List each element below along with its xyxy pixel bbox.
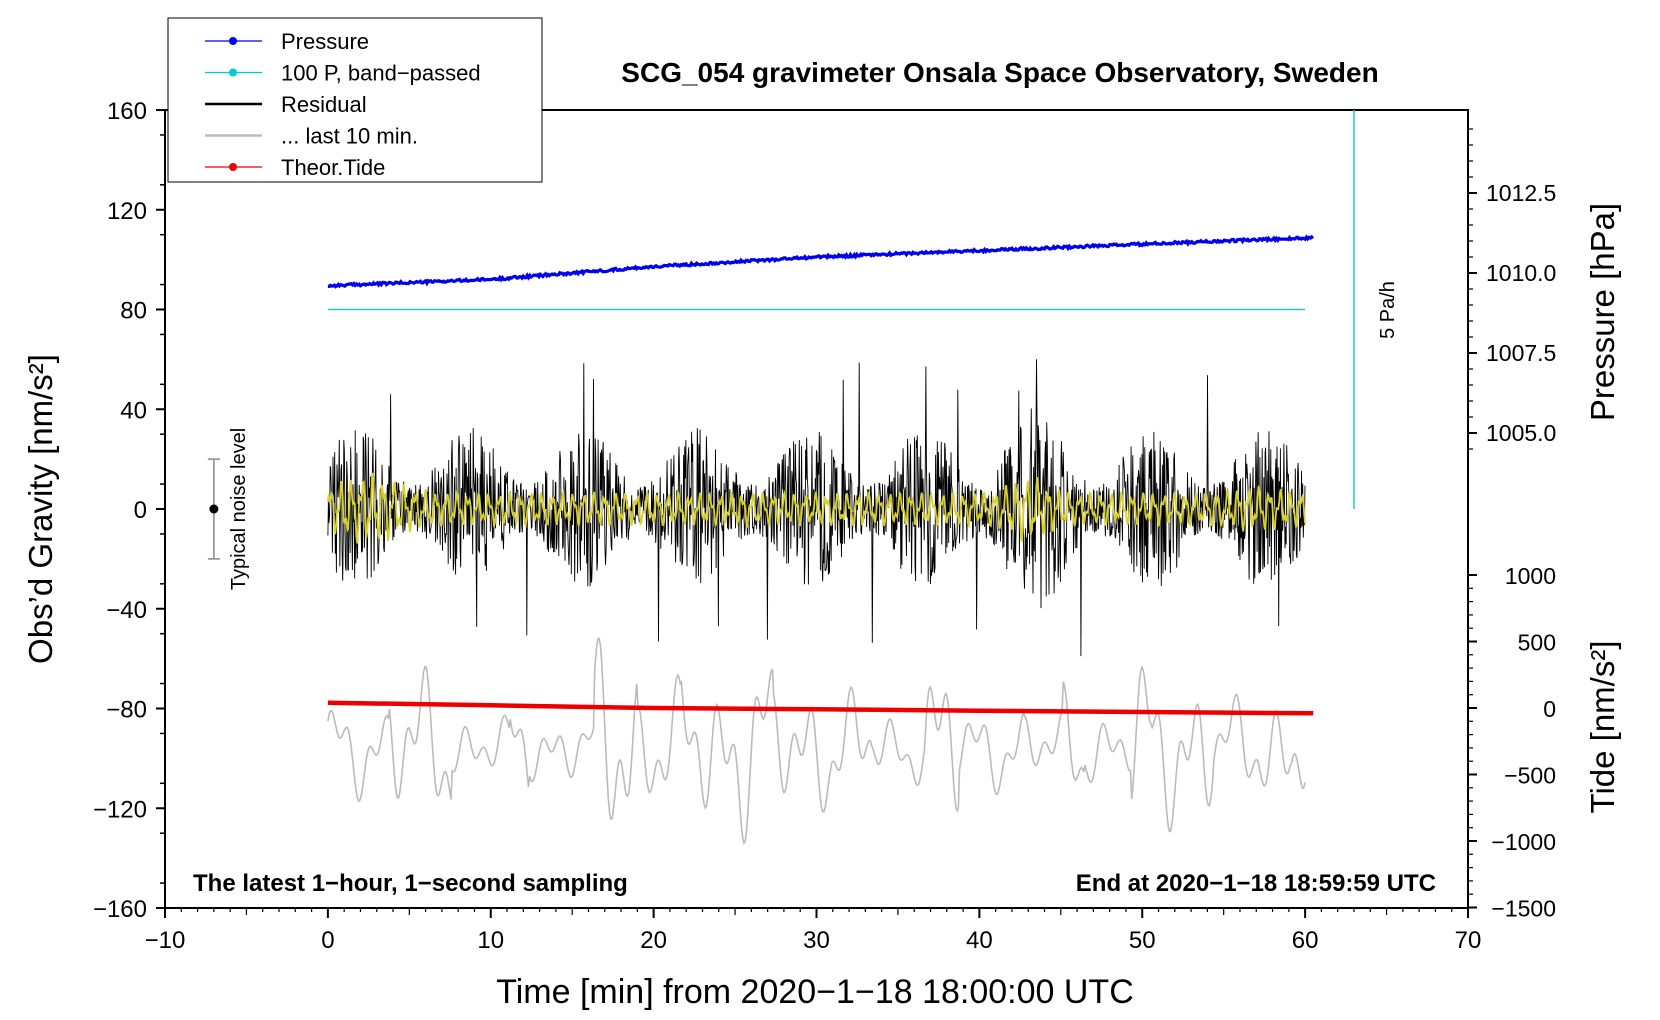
legend-label-100p-band-passed: 100 P, band−passed [281,61,481,86]
y-tick-label: 0 [134,497,147,524]
y-tick-label: −160 [93,896,147,923]
axes-layer: 160 120 80 40 0 −40 −80 −120 −160 −10 0 10 20 30 40 50 6… [22,57,1621,1011]
y-tick-label: −120 [93,796,147,823]
legend-label-theor-tide: Theor.Tide [281,155,385,180]
y-tick-label: 80 [120,298,147,325]
y-tick-label: 120 [107,198,147,225]
y-tick-label: 160 [107,98,147,125]
annotations-layer: Typical noise level 5 Pa/h The latest 1−ho… [193,110,1436,897]
legend-box [167,17,543,183]
x-tick-label: −10 [145,927,186,954]
tide-tick-label: −1500 [1491,896,1556,922]
legend: Pressure 100 P, band−passed Residual ... la… [167,17,543,183]
legend-label-pressure: Pressure [281,29,369,54]
tide-tick-label: 0 [1543,696,1556,722]
tide-tick-label: −500 [1504,763,1556,789]
y-axis-label-pressure: Pressure [hPa] [1584,203,1621,421]
y-tick-label: −40 [106,597,147,624]
tide-tick-label: 500 [1518,630,1556,656]
noise-level-label: Typical noise level [228,428,250,590]
legend-label-last-10-min: ... last 10 min. [281,124,418,149]
legend-label-residual: Residual [281,92,367,117]
pressure-tick-label: 1010.0 [1486,260,1556,286]
traces-layer [327,234,1315,846]
end-time-note: End at 2020−1−18 18:59:59 UTC [1076,870,1436,897]
legend-marker-100p-band-passed [229,68,237,77]
legend-marker-pressure [229,37,237,45]
pressure-tick-label: 1005.0 [1486,420,1556,446]
y-tick-label: 40 [120,397,147,424]
pressure-tick-label: 1012.5 [1486,180,1556,206]
chart-title: SCG_054 gravimeter Onsala Space Observat… [621,57,1378,88]
series-theor-tide-line [327,700,1314,716]
x-tick-label: 10 [477,927,504,954]
series-last-10-min-line [327,637,1306,846]
rate-label: 5 Pa/h [1377,281,1399,339]
pressure-tick-label: 1007.5 [1486,340,1556,366]
sampling-note: The latest 1−hour, 1−second sampling [193,870,628,897]
x-tick-label: 20 [640,927,667,954]
y-axis-label-tide: Tide [nm/s²] [1584,641,1621,814]
x-tick-label: 30 [803,927,830,954]
legend-marker-theor-tide [229,163,237,171]
noise-center-dot [209,504,219,514]
tide-tick-label: 1000 [1505,563,1556,589]
y-tick-label: −80 [106,697,147,724]
x-tick-label: 50 [1129,927,1156,954]
x-tick-label: 0 [321,927,334,954]
x-tick-label: 40 [966,927,993,954]
tide-tick-label: −1000 [1491,829,1556,855]
series-residual-line [327,359,1306,657]
x-axis-label: Time [min] from 2020−1−18 18:00:00 UTC [496,973,1134,1011]
y-axis-label-left: Obs’d Gravity [nm/s²] [22,354,59,664]
series-pressure-line [327,234,1315,289]
series-band-passed-residual-line [327,472,1306,544]
x-tick-label: 70 [1455,927,1482,954]
x-tick-label: 60 [1292,927,1319,954]
